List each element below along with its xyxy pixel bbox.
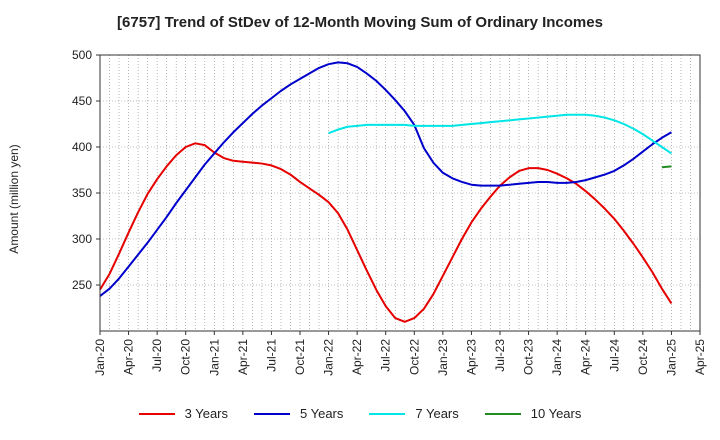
- legend-label: 10 Years: [530, 406, 582, 421]
- grid-lines: [100, 54, 700, 331]
- y-tick-label: 350: [72, 186, 92, 200]
- x-tick-label: Jan-22: [322, 339, 336, 376]
- legend-swatch: [138, 412, 175, 415]
- x-tick-label: Jan-24: [550, 339, 564, 376]
- legend-item: 7 Years: [369, 406, 459, 421]
- x-tick-label: Apr-21: [236, 339, 250, 375]
- axes: 250 300 350 400 450 500 Jan-20 Apr-20 Jul-20 Oct-…: [72, 48, 707, 376]
- y-tick-label: 300: [72, 232, 92, 246]
- legend-swatch: [254, 412, 290, 415]
- x-tick-label: Apr-22: [350, 339, 364, 375]
- series-lines: [99, 61, 673, 323]
- legend-item: 10 Years: [484, 406, 582, 421]
- x-tick-label: Apr-23: [464, 339, 478, 375]
- x-tick-label: Oct-23: [522, 339, 536, 375]
- x-tick-label: Apr-24: [579, 339, 593, 375]
- legend-label: 3 Years: [184, 406, 228, 421]
- x-tick-label: Apr-20: [122, 339, 136, 375]
- x-tick-label: Oct-21: [293, 339, 307, 375]
- series-line-10-years: [661, 165, 672, 169]
- legend: 3 Years 5 Years 7 Years 10 Years: [0, 406, 720, 421]
- legend-label: 7 Years: [415, 406, 459, 421]
- x-tick-label: Jan-21: [207, 339, 221, 376]
- y-tick-label: 450: [72, 94, 92, 108]
- x-tick-label: Oct-20: [179, 339, 193, 375]
- x-tick-label: Jan-25: [664, 339, 678, 376]
- y-tick-label: 400: [72, 140, 92, 154]
- x-tick-label: Jul-22: [379, 339, 393, 372]
- y-tick-label: 500: [72, 48, 92, 62]
- x-tick-label: Jan-23: [436, 339, 450, 376]
- y-tick-label: 250: [72, 278, 92, 292]
- x-tick-label: Jul-20: [150, 339, 164, 372]
- series-line-7-years: [328, 113, 672, 155]
- x-tick-label: Oct-22: [407, 339, 421, 375]
- x-tick-label: Apr-25: [693, 339, 707, 375]
- legend-item: 3 Years: [138, 406, 228, 421]
- legend-item: 5 Years: [254, 406, 343, 421]
- legend-swatch: [369, 412, 406, 415]
- x-tick-label: Oct-24: [636, 339, 650, 375]
- x-tick-label: Jul-23: [493, 339, 507, 372]
- x-tick-label: Jul-24: [607, 339, 621, 372]
- legend-label: 5 Years: [300, 406, 344, 421]
- legend-swatch: [484, 412, 521, 415]
- x-tick-label: Jan-20: [93, 339, 107, 376]
- series-line-3-years: [99, 142, 673, 323]
- series-line-5-years: [99, 61, 672, 297]
- x-tick-label: Jul-21: [264, 339, 278, 372]
- chart-title: [6757] Trend of StDev of 12-Month Moving…: [117, 14, 603, 31]
